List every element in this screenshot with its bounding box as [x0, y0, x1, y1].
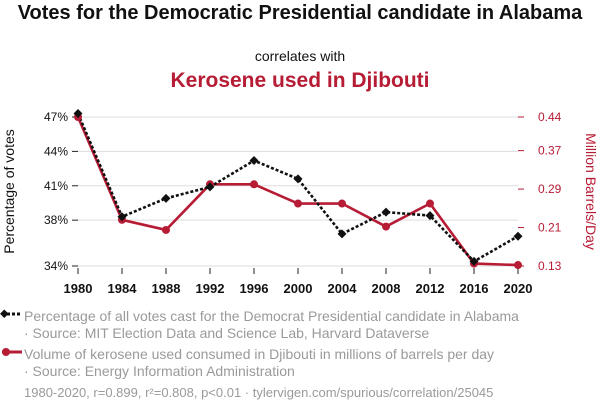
y-left-tick-label: 34%	[44, 259, 68, 273]
chart-subtitle: Kerosene used in Djibouti	[170, 69, 430, 92]
y-left-axis-title: Percentage of votes	[1, 129, 17, 254]
x-tick-label: 1992	[196, 281, 225, 296]
series-votes-point	[161, 193, 171, 203]
y-left-tick-label: 47%	[44, 110, 68, 124]
x-tick-label: 2004	[328, 281, 358, 296]
chart-connector: correlates with	[254, 48, 346, 64]
x-tick-label: 2008	[372, 281, 401, 296]
series-votes-point	[469, 256, 479, 266]
y-right-axis-title: Million Barrels/Day	[583, 133, 599, 250]
series-votes-line	[76, 113, 519, 264]
chart-title: Votes for the Democratic Presidential ca…	[0, 2, 600, 24]
footer-stats: 1980-2020, r=0.899, r²=0.808, p<0.01 · t…	[24, 385, 494, 400]
series-kerosene-point	[514, 261, 522, 270]
legend-votes-symbol	[0, 309, 22, 318]
chart-title-text: Votes for the Democratic Presidential ca…	[17, 2, 583, 24]
series-kerosene-point	[382, 222, 390, 231]
y-right-tick-label: 0.37	[538, 144, 562, 158]
y-right-tick-label: 0.13	[538, 259, 562, 273]
series-votes-point	[425, 211, 435, 221]
y-left-tick-label: 41%	[44, 179, 68, 193]
series-votes-point	[293, 174, 303, 184]
series-kerosene-point	[426, 199, 434, 208]
series-votes-point	[205, 182, 215, 192]
y-right-tick-label: 0.29	[538, 182, 562, 196]
y-right-tick-label: 0.44	[538, 110, 562, 124]
series-votes-point	[337, 229, 347, 239]
legend-votes-label: Percentage of all votes cast for the Dem…	[24, 308, 519, 324]
legend-votes-source: · Source: MIT Election Data and Science …	[24, 325, 430, 341]
series-kerosene-point	[338, 199, 346, 208]
series-votes-point	[513, 231, 523, 241]
series-kerosene-point	[162, 225, 170, 234]
x-tick-label: 1996	[240, 281, 269, 296]
y-left-tick-label: 44%	[44, 144, 68, 158]
x-tick-label: 2012	[416, 281, 445, 296]
legend-kerosene-label: Volume of kerosene used consumed in Djib…	[24, 346, 495, 362]
y-left-tick-label: 38%	[44, 213, 68, 227]
series-kerosene-point	[294, 199, 302, 208]
x-tick-label: 2020	[504, 281, 533, 296]
x-tick-label: 2000	[284, 281, 313, 296]
legend-kerosene-source: · Source: Energy Information Administrat…	[24, 363, 295, 379]
series-votes-point	[249, 156, 259, 166]
x-tick-label: 2016	[460, 281, 489, 296]
y-right-tick-label: 0.21	[538, 221, 562, 235]
legend-kerosene-symbol	[2, 348, 22, 356]
series-kerosene-line	[76, 116, 519, 267]
x-tick-label: 1984	[108, 281, 138, 296]
series-kerosene-point	[250, 180, 258, 189]
series-votes-point	[73, 109, 83, 119]
series-votes-point	[381, 207, 391, 217]
series-votes-point	[117, 212, 127, 222]
x-tick-label: 1980	[64, 281, 93, 296]
x-tick-label: 1988	[152, 281, 181, 296]
